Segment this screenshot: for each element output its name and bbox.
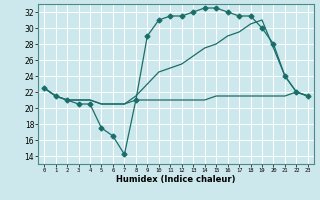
X-axis label: Humidex (Indice chaleur): Humidex (Indice chaleur) — [116, 175, 236, 184]
